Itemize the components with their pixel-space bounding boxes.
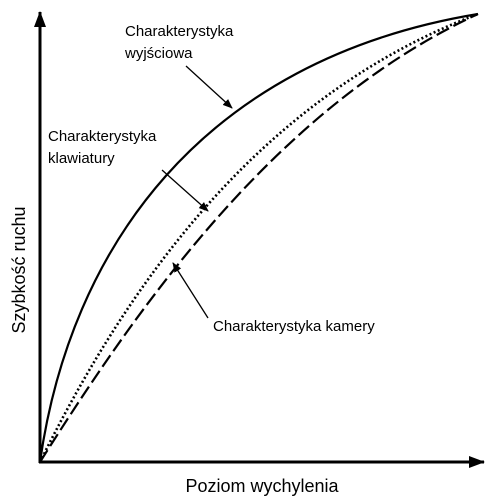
- pointer-arrow: [161, 169, 209, 212]
- curve-label: Charakterystyka kamery: [213, 318, 375, 335]
- curve-label: Charakterystyka: [125, 23, 234, 40]
- curve-label: Charakterystyka: [48, 128, 157, 145]
- pointer-arrow: [185, 65, 233, 109]
- camera-curve: [39, 13, 479, 463]
- output-curve: [38, 12, 479, 463]
- y-axis-label: Szybkość ruchu: [9, 206, 29, 333]
- x-axis-label: Poziom wychylenia: [185, 476, 339, 496]
- curve-label: klawiatury: [48, 150, 115, 167]
- keyboard-curve: [38, 12, 479, 463]
- curve-label: wyjściowa: [124, 45, 193, 62]
- pointer-arrow: [172, 262, 209, 319]
